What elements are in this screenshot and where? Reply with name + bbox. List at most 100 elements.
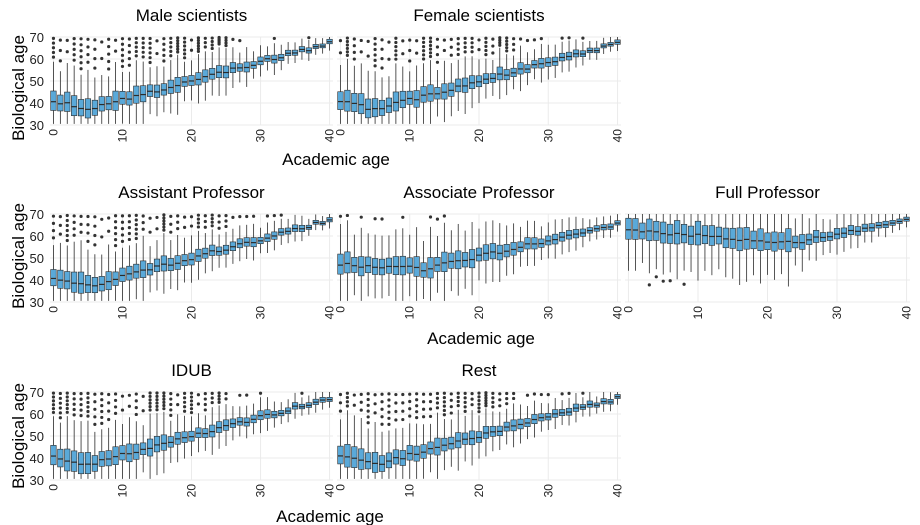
outlier-point [134, 218, 138, 222]
outlier-point [182, 52, 187, 56]
outlier-point [394, 49, 398, 53]
outlier-point [484, 393, 488, 397]
outlier-point [196, 402, 201, 406]
outlier-point [155, 401, 159, 405]
outlier-point [176, 39, 180, 43]
outlier-point [442, 48, 446, 53]
outlier-point [449, 392, 453, 396]
outlier-point [65, 238, 69, 243]
outlier-point [113, 232, 118, 236]
outlier-point [107, 392, 111, 397]
outlier-point [162, 391, 166, 395]
outlier-point [512, 396, 516, 401]
outlier-point [428, 47, 433, 51]
outlier-point [428, 51, 433, 55]
outlier-point [100, 398, 104, 402]
outlier-point [442, 391, 446, 395]
box [174, 77, 181, 93]
box [736, 227, 743, 252]
outlier-point [162, 42, 166, 46]
outlier-point [231, 37, 235, 41]
outlier-point [387, 404, 391, 408]
outlier-point [72, 397, 76, 401]
outlier-point [93, 38, 97, 42]
outlier-point [65, 213, 69, 218]
outlier-point [134, 213, 138, 217]
box [337, 445, 344, 465]
outlier-point [72, 402, 76, 406]
outlier-point [394, 392, 398, 397]
outlier-point [86, 239, 90, 243]
panel-4: Associate Professor 0 10 20 30 40 [333, 183, 624, 319]
outlier-point [100, 421, 104, 425]
outlier-point [113, 38, 118, 42]
box [98, 451, 105, 467]
outlier-point [484, 396, 488, 400]
box [119, 445, 126, 461]
outlier-point [498, 404, 502, 408]
outlier-point [176, 220, 180, 224]
outlier-point [169, 45, 173, 49]
box [153, 84, 161, 98]
outlier-point [224, 224, 228, 229]
outlier-point [169, 230, 173, 234]
outlier-point [182, 405, 187, 409]
x-tick-label: 40 [323, 129, 337, 143]
box [344, 444, 351, 468]
box [84, 452, 92, 474]
outlier-point [224, 41, 228, 45]
outlier-point [359, 50, 363, 54]
outlier-point [72, 58, 76, 62]
outlier-point [155, 215, 159, 220]
outlier-point [86, 45, 90, 49]
x-tick-label: 10 [403, 129, 417, 143]
outlier-point [113, 392, 118, 396]
outlier-point [189, 224, 194, 228]
outlier-point [134, 392, 138, 396]
outlier-point [100, 392, 104, 396]
x-tick-label: 40 [323, 484, 337, 498]
outlier-point [505, 39, 509, 43]
outlier-point [442, 408, 446, 413]
box [785, 228, 792, 253]
outlier-point [366, 54, 370, 58]
outlier-point [72, 53, 76, 57]
box [105, 96, 112, 111]
outlier-point [491, 400, 495, 404]
outlier-point [176, 50, 180, 54]
box [427, 257, 434, 279]
outlier-point [72, 214, 76, 218]
outlier-point [408, 407, 412, 411]
outlier-point [498, 398, 502, 402]
outlier-point [169, 402, 173, 407]
box [413, 256, 420, 277]
outlier-point [51, 50, 56, 55]
outlier-point [196, 393, 201, 397]
box [378, 455, 386, 472]
outlier-point [120, 227, 125, 231]
outlier-point [345, 36, 349, 40]
box [799, 234, 806, 250]
box [694, 220, 702, 246]
box [98, 96, 105, 112]
outlier-point [51, 229, 56, 233]
outlier-point [265, 214, 270, 218]
x-tick-label: 40 [323, 306, 337, 320]
outlier-point [449, 45, 453, 49]
box [167, 258, 174, 271]
outlier-point [654, 275, 658, 279]
box [126, 443, 133, 463]
outlier-point [525, 393, 530, 397]
outlier-point [484, 36, 488, 40]
outlier-point [148, 408, 152, 412]
outlier-point [107, 229, 111, 233]
box [427, 84, 434, 102]
outlier-point [58, 391, 62, 396]
outlier-point [162, 403, 166, 408]
outlier-point [86, 231, 90, 235]
outlier-point [182, 44, 187, 48]
outlier-point [79, 67, 83, 71]
box [757, 228, 764, 251]
outlier-point [127, 43, 131, 48]
outlier-point [79, 414, 83, 418]
